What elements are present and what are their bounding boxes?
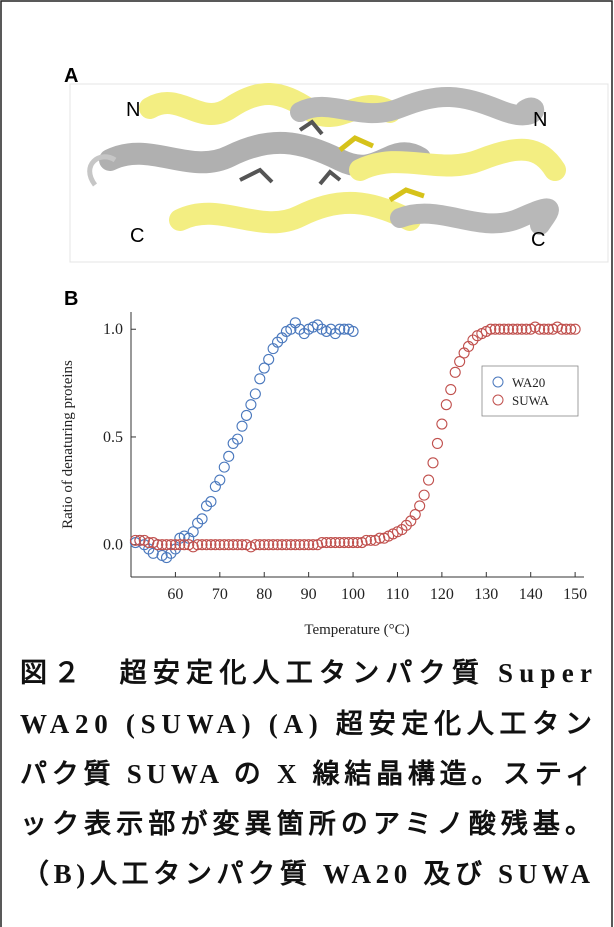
x-tick-label: 140 xyxy=(519,586,543,603)
data-point xyxy=(450,367,460,377)
data-point xyxy=(432,438,442,448)
data-point xyxy=(255,374,265,384)
panel-label: B xyxy=(64,288,78,310)
caption-line: 図２ 超安定化人工タンパク質 Super xyxy=(20,658,592,688)
data-point xyxy=(237,421,247,431)
figure: A N N C C B Ratio of denaturing proteins… xyxy=(0,0,614,927)
data-point xyxy=(415,501,425,511)
data-point xyxy=(250,389,260,399)
x-tick-label: 120 xyxy=(430,586,454,603)
data-point xyxy=(437,419,447,429)
x-tick-label: 70 xyxy=(212,586,228,603)
legend-label: WA20 xyxy=(512,375,545,390)
legend-box xyxy=(482,366,578,416)
terminus-label: C xyxy=(130,225,144,247)
caption-line: パク質 SUWA の X 線結晶構造。スティ xyxy=(20,759,592,789)
x-tick-label: 110 xyxy=(386,586,409,603)
data-point xyxy=(241,410,251,420)
legend-label: SUWA xyxy=(512,393,549,408)
data-point xyxy=(424,475,434,485)
data-point xyxy=(264,354,274,364)
terminus-label: C xyxy=(531,229,545,251)
y-tick-label: 0.0 xyxy=(103,537,123,554)
data-point xyxy=(441,400,451,410)
terminus-label: N xyxy=(533,109,547,131)
caption-line: ック表示部が変異箇所のアミノ酸残基。 xyxy=(20,808,592,839)
page: A N N C C B Ratio of denaturing proteins… xyxy=(0,0,614,927)
terminus-label: N xyxy=(126,99,140,121)
data-point xyxy=(419,490,429,500)
x-tick-label: 80 xyxy=(256,586,272,603)
data-point xyxy=(219,462,229,472)
caption-line: WA20 (SUWA) (A) 超安定化人工タン xyxy=(20,709,592,739)
data-point xyxy=(246,400,256,410)
y-axis-label: Ratio of denaturing proteins xyxy=(60,360,76,529)
protein-structure xyxy=(70,84,608,262)
data-point xyxy=(224,451,234,461)
x-tick-label: 60 xyxy=(167,586,183,603)
x-tick-label: 90 xyxy=(301,586,317,603)
x-tick-label: 130 xyxy=(474,586,498,603)
x-tick-label: 100 xyxy=(341,586,365,603)
x-axis-label: Temperature (°C) xyxy=(304,622,409,638)
y-tick-label: 1.0 xyxy=(103,321,123,338)
caption-line: （B)人工タンパク質 WA20 及び SUWA xyxy=(22,859,591,889)
data-point xyxy=(428,458,438,468)
data-point xyxy=(446,385,456,395)
x-tick-label: 150 xyxy=(563,586,587,603)
y-tick-label: 0.5 xyxy=(103,429,123,446)
